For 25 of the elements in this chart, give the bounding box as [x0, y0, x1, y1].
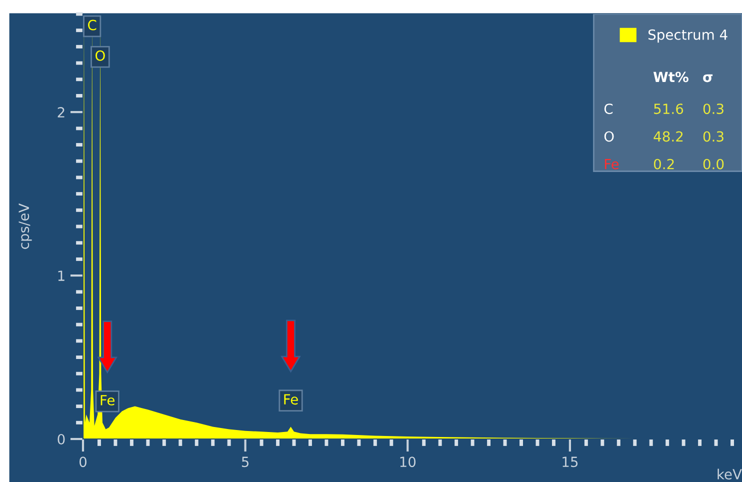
x-tick-label: 0 — [79, 456, 86, 468]
y-tick-label: 2 — [58, 107, 64, 118]
annotation: Fe — [604, 159, 619, 170]
x-axis-title: keV — [718, 468, 742, 480]
legend-label: Spectrum 4 — [648, 29, 728, 43]
annotation: C — [88, 20, 96, 30]
x-tick-label: 10 — [400, 456, 416, 468]
annotation: 0.3 — [703, 131, 724, 142]
annotation: C — [604, 104, 613, 114]
x-tick-label: 15 — [562, 456, 578, 468]
annotation: O — [96, 50, 105, 61]
annotation: Wt% — [653, 72, 688, 82]
annotation: 51.6 — [654, 104, 684, 114]
y-tick-label: 1 — [58, 270, 64, 281]
y-axis-title: cps/eV — [18, 203, 32, 249]
annotation: σ — [703, 74, 713, 82]
y-tick-label: 0 — [58, 434, 65, 444]
annotation: Fe — [100, 395, 114, 406]
annotation: O — [604, 131, 614, 142]
annotation: Fe — [284, 394, 298, 405]
annotation: 0.3 — [703, 104, 724, 114]
annotation: 0.0 — [703, 158, 724, 170]
x-tick-label: 5 — [242, 456, 249, 468]
annotation: 0.2 — [654, 158, 674, 170]
annotation: 48.2 — [654, 131, 683, 142]
